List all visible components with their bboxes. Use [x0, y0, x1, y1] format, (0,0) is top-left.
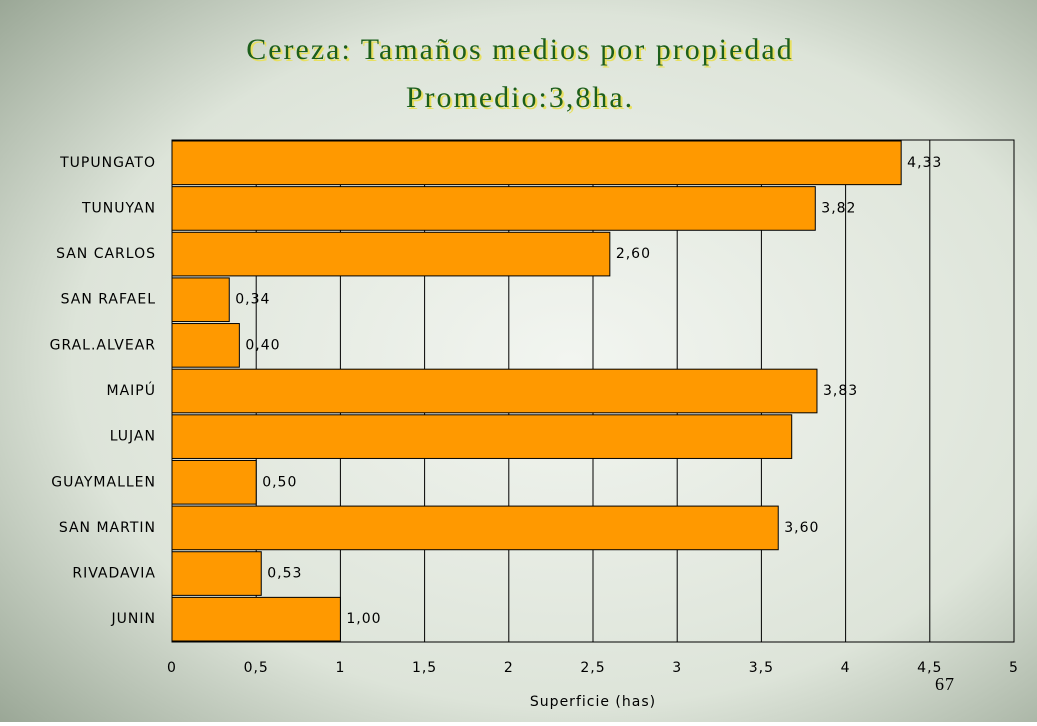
- value-label: 0,50: [262, 474, 297, 490]
- value-label: 0,53: [267, 566, 302, 582]
- y-tick-label: LUJAN: [110, 429, 156, 445]
- bar: [171, 551, 262, 596]
- value-label: 3,83: [823, 383, 858, 399]
- value-label: 2,60: [616, 246, 651, 262]
- y-tick-label: JUNIN: [111, 611, 156, 627]
- y-tick-label: TUPUNGATO: [59, 155, 156, 171]
- chart-subtitle: Promedio:3,8ha.: [406, 81, 634, 114]
- bar: [171, 323, 240, 368]
- x-tick-label: 1: [335, 660, 345, 676]
- value-label: 3,60: [784, 520, 819, 536]
- page-number: 67: [935, 674, 955, 694]
- x-tick-label: 2: [504, 660, 514, 676]
- y-tick-label: SAN MARTIN: [59, 520, 156, 536]
- y-tick-label: SAN RAFAEL: [61, 292, 156, 308]
- x-tick-label: 1,5: [412, 660, 437, 676]
- y-tick-label: TUNUYAN: [81, 200, 156, 216]
- chart-title: Cereza: Tamaños medios por propiedad: [246, 33, 794, 66]
- x-tick-label: 4,5: [917, 660, 942, 676]
- x-tick-label: 0: [167, 660, 177, 676]
- value-label: 3,82: [821, 200, 856, 216]
- x-tick-label: 2,5: [580, 660, 605, 676]
- value-label: 1,00: [346, 611, 381, 627]
- bar: [171, 186, 816, 231]
- bar: [171, 505, 779, 551]
- x-tick-label: 0,5: [244, 660, 269, 676]
- x-axis-label: Superficie (has): [530, 694, 656, 710]
- bar: [171, 231, 611, 277]
- bar: [171, 459, 257, 505]
- value-label: 4,33: [907, 155, 942, 171]
- bar: [171, 596, 341, 642]
- y-tick-label: RIVADAVIA: [72, 566, 156, 582]
- y-tick-label: MAIPÚ: [107, 381, 156, 399]
- y-tick-label: GRAL.ALVEAR: [50, 337, 156, 353]
- x-tick-label: 3,5: [749, 660, 774, 676]
- bar: [171, 414, 793, 459]
- value-label: 0,34: [235, 292, 270, 308]
- x-tick-label: 5: [1009, 660, 1019, 676]
- y-tick-label: SAN CARLOS: [56, 246, 156, 262]
- bar: [171, 277, 230, 323]
- x-tick-label: 3: [672, 660, 682, 676]
- bar: [171, 140, 902, 186]
- value-label: 0,40: [245, 337, 280, 353]
- y-tick-label: GUAYMALLEN: [51, 474, 156, 490]
- x-tick-label: 4: [841, 660, 851, 676]
- bar: [171, 368, 818, 414]
